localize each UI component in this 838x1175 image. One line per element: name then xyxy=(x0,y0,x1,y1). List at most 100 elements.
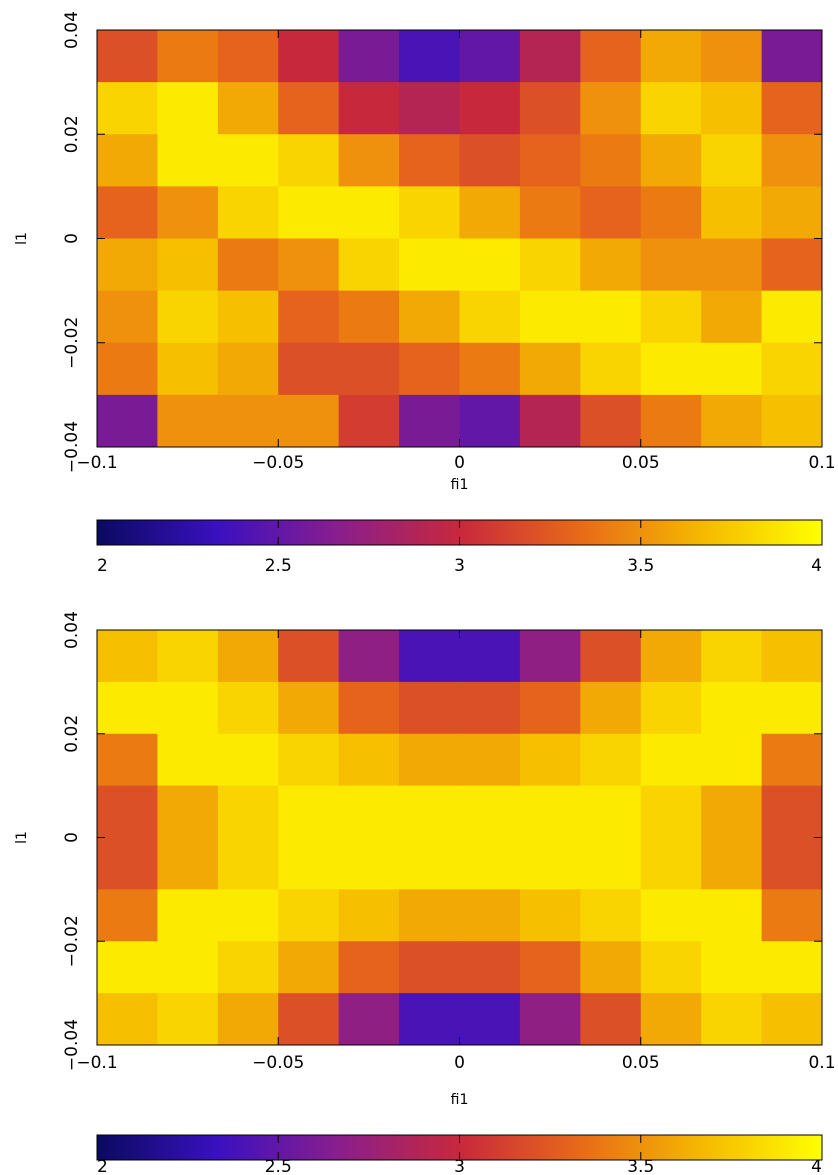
heat-cell xyxy=(701,630,763,683)
x-tick-label: 0.1 xyxy=(808,453,835,473)
x-tick-label: 0.05 xyxy=(622,453,660,473)
heat-cell xyxy=(580,837,642,890)
heat-cell xyxy=(580,681,642,735)
heat-cell xyxy=(640,134,702,187)
heat-cell xyxy=(278,238,340,292)
heat-cell xyxy=(519,630,581,683)
heat-cell xyxy=(217,238,279,292)
heat-cell xyxy=(278,941,340,994)
y-tick-label: 0.02 xyxy=(62,115,82,153)
heat-cell xyxy=(97,290,158,344)
y-axis-label: l1 xyxy=(14,232,30,245)
heat-cell xyxy=(580,30,642,83)
heat-cell xyxy=(97,342,158,396)
heat-cell xyxy=(640,342,702,396)
x-tick-label: 0.1 xyxy=(808,1053,835,1073)
heat-cell xyxy=(459,238,521,292)
heat-cell xyxy=(580,394,642,448)
heat-cell xyxy=(580,941,642,994)
heat-cell xyxy=(278,837,340,890)
heat-cell xyxy=(701,993,763,1046)
heat-cell xyxy=(399,733,460,787)
heat-cell xyxy=(97,785,158,838)
heat-cell xyxy=(640,394,702,448)
heat-cell xyxy=(459,785,521,838)
heat-cell xyxy=(761,941,823,994)
heat-cell xyxy=(519,82,581,135)
heat-cell xyxy=(701,82,763,135)
heat-cell xyxy=(701,290,763,344)
heat-cell xyxy=(399,993,460,1046)
y-tick-label: 0 xyxy=(62,233,82,244)
heat-cell xyxy=(640,785,702,838)
heat-cell xyxy=(399,394,460,448)
heat-cell xyxy=(640,630,702,683)
heat-cell xyxy=(459,993,521,1046)
heat-cell xyxy=(701,681,763,735)
colorbar-tick-label: 3.5 xyxy=(627,556,654,576)
heat-cell xyxy=(338,342,400,396)
heat-cell xyxy=(278,630,340,683)
heat-cell xyxy=(338,993,400,1046)
x-tick-label: 0.05 xyxy=(622,1053,660,1073)
heat-cell xyxy=(97,186,158,239)
y-tick-label: −0.02 xyxy=(62,317,82,369)
heat-cell xyxy=(580,733,642,787)
heat-cell xyxy=(217,785,279,838)
heat-cell xyxy=(399,186,460,239)
x-tick-label: 0 xyxy=(454,1053,465,1073)
heat-cell xyxy=(519,785,581,838)
heat-cell xyxy=(459,941,521,994)
heat-cell xyxy=(640,82,702,135)
heat-cell xyxy=(701,342,763,396)
colorbar-tick-label: 4 xyxy=(811,1157,822,1175)
heat-cell xyxy=(761,186,823,239)
heat-cell xyxy=(157,134,219,187)
heat-cell xyxy=(459,733,521,787)
y-tick-label: −0.04 xyxy=(62,421,82,473)
heat-cell xyxy=(157,342,219,396)
heat-cell xyxy=(761,681,823,735)
heat-cell xyxy=(701,134,763,187)
heat-cell xyxy=(338,889,400,942)
heat-cell xyxy=(701,889,763,942)
y-tick-label: 0 xyxy=(62,832,82,843)
heat-cell xyxy=(459,82,521,135)
x-axis-label: fi1 xyxy=(451,477,469,493)
heat-cell xyxy=(459,134,521,187)
heat-cell xyxy=(157,290,219,344)
heat-cell xyxy=(519,889,581,942)
heat-cell xyxy=(459,681,521,735)
heat-cell xyxy=(217,394,279,448)
heat-cell xyxy=(519,290,581,344)
heat-cell xyxy=(217,630,279,683)
colorbar-tick-label: 2 xyxy=(97,1157,108,1175)
heat-cell xyxy=(338,630,400,683)
heat-cell xyxy=(761,785,823,838)
heat-cell xyxy=(519,681,581,735)
heat-cell xyxy=(97,630,158,683)
heat-cell xyxy=(459,394,521,448)
heat-cell xyxy=(338,785,400,838)
heat-cell xyxy=(278,30,340,83)
heat-cell xyxy=(701,394,763,448)
heat-cell xyxy=(761,733,823,787)
colorbar-tick-label: 4 xyxy=(811,556,822,576)
heat-cell xyxy=(157,681,219,735)
heat-cell xyxy=(761,238,823,292)
heat-cell xyxy=(157,993,219,1046)
heat-cell xyxy=(519,134,581,187)
heat-cell xyxy=(761,630,823,683)
heat-cell xyxy=(580,238,642,292)
heat-cell xyxy=(278,394,340,448)
heat-cell xyxy=(157,889,219,942)
heat-cell xyxy=(278,186,340,239)
heat-cell xyxy=(217,681,279,735)
heat-cell xyxy=(761,30,823,83)
heat-cell xyxy=(157,837,219,890)
heat-cell xyxy=(338,238,400,292)
heat-cell xyxy=(217,993,279,1046)
heat-cell xyxy=(701,30,763,83)
heat-cell xyxy=(640,993,702,1046)
heat-cell xyxy=(640,30,702,83)
